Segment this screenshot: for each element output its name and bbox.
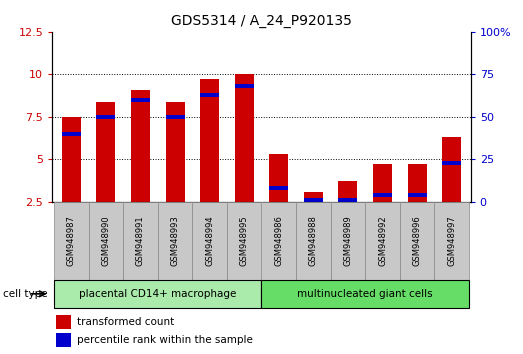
- Bar: [338, 181, 357, 202]
- Text: GSM948986: GSM948986: [274, 215, 283, 266]
- Bar: [262, 202, 296, 280]
- Bar: [158, 202, 192, 280]
- Bar: [123, 202, 158, 280]
- Bar: [338, 198, 357, 202]
- Text: cell type: cell type: [3, 289, 47, 299]
- Text: GSM948992: GSM948992: [378, 215, 387, 266]
- Bar: [62, 132, 81, 136]
- Bar: [400, 202, 435, 280]
- Text: placental CD14+ macrophage: placental CD14+ macrophage: [79, 289, 236, 299]
- Bar: [54, 280, 262, 308]
- Text: GSM948994: GSM948994: [205, 215, 214, 266]
- Bar: [56, 333, 71, 347]
- Text: multinucleated giant cells: multinucleated giant cells: [298, 289, 433, 299]
- Bar: [200, 79, 219, 202]
- Bar: [442, 137, 461, 202]
- Text: percentile rank within the sample: percentile rank within the sample: [77, 335, 253, 345]
- Bar: [269, 154, 288, 202]
- Text: GSM948988: GSM948988: [309, 215, 318, 266]
- Bar: [373, 164, 392, 202]
- Bar: [166, 102, 185, 202]
- Bar: [435, 202, 469, 280]
- Text: GSM948991: GSM948991: [136, 215, 145, 266]
- Bar: [304, 198, 323, 202]
- Text: GSM948995: GSM948995: [240, 215, 249, 266]
- Text: transformed count: transformed count: [77, 318, 175, 327]
- Bar: [442, 161, 461, 165]
- Text: GSM948996: GSM948996: [413, 215, 422, 266]
- Bar: [200, 93, 219, 97]
- Bar: [96, 102, 116, 202]
- Text: GSM948987: GSM948987: [67, 215, 76, 266]
- Bar: [365, 202, 400, 280]
- Bar: [62, 117, 81, 202]
- Bar: [131, 98, 150, 102]
- Bar: [56, 315, 71, 329]
- Bar: [96, 115, 116, 119]
- Bar: [407, 164, 427, 202]
- Text: GSM948989: GSM948989: [344, 215, 353, 266]
- Bar: [166, 115, 185, 119]
- Bar: [192, 202, 227, 280]
- Bar: [407, 193, 427, 197]
- Title: GDS5314 / A_24_P920135: GDS5314 / A_24_P920135: [171, 14, 352, 28]
- Bar: [296, 202, 331, 280]
- Bar: [331, 202, 365, 280]
- Bar: [54, 202, 88, 280]
- Text: GSM948993: GSM948993: [170, 215, 179, 266]
- Text: GSM948990: GSM948990: [101, 215, 110, 266]
- Bar: [304, 192, 323, 202]
- Bar: [131, 90, 150, 202]
- Bar: [227, 202, 262, 280]
- Bar: [262, 280, 469, 308]
- Bar: [235, 74, 254, 202]
- Text: GSM948997: GSM948997: [447, 215, 456, 266]
- Bar: [269, 186, 288, 190]
- Bar: [88, 202, 123, 280]
- Bar: [235, 84, 254, 88]
- Bar: [373, 193, 392, 197]
